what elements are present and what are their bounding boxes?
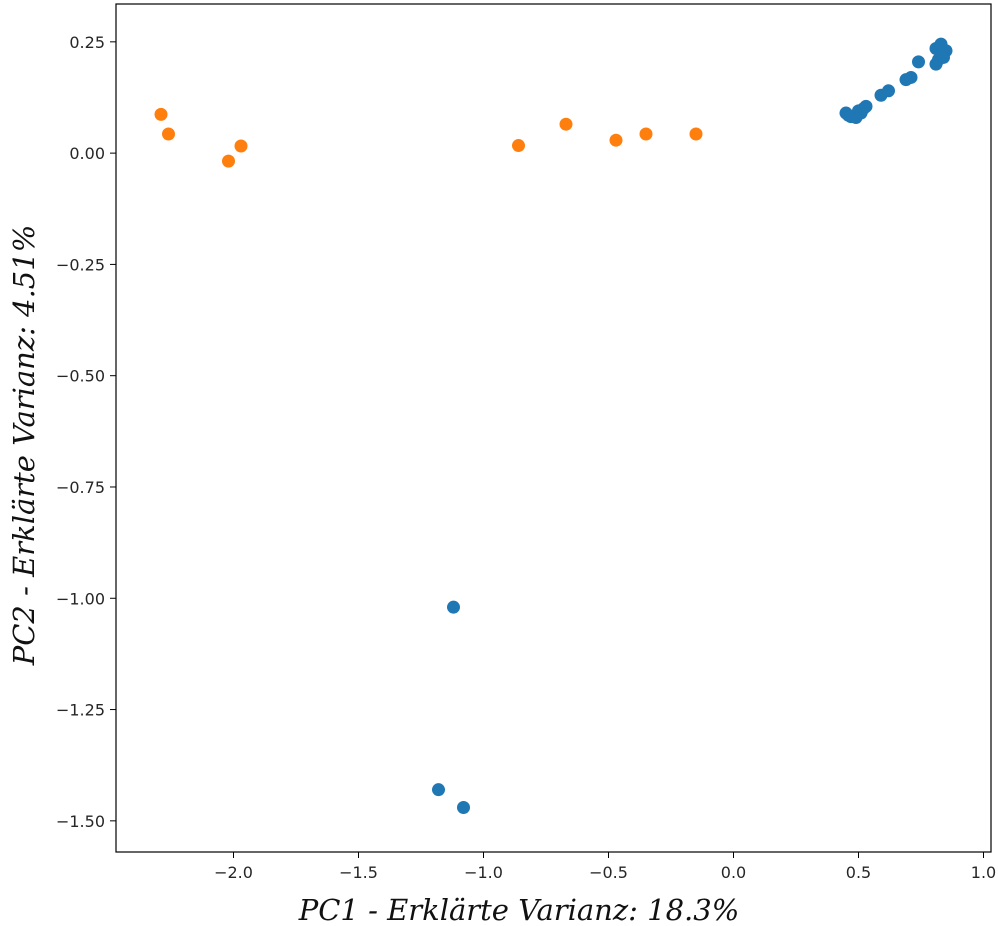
data-point [457, 800, 470, 814]
data-point [154, 107, 168, 121]
y-axis-title: PC2 - Erklärte Varianz: 4.51% [7, 225, 41, 667]
data-point [222, 154, 235, 168]
data-point [432, 783, 445, 797]
x-tick-label: 0.0 [721, 863, 746, 882]
x-tick-label: −1.0 [464, 863, 503, 882]
x-tick-label: −0.5 [589, 863, 628, 882]
y-tick-label: 0.00 [69, 144, 105, 163]
x-tick-label: 1.0 [971, 863, 996, 882]
data-point [912, 55, 925, 69]
x-tick-label: −2.0 [214, 863, 253, 882]
y-tick-label: −0.75 [56, 478, 105, 497]
y-tick-label: −1.25 [56, 701, 105, 720]
data-point [512, 139, 525, 153]
x-tick-label: 0.5 [846, 863, 871, 882]
y-tick-label: −1.50 [56, 812, 105, 831]
y-tick-label: 0.25 [69, 33, 105, 52]
data-point [937, 50, 950, 64]
data-point [234, 139, 248, 153]
data-point [859, 99, 873, 113]
data-point [882, 84, 895, 98]
data-points [154, 37, 953, 814]
y-tick-label: −0.25 [56, 255, 105, 274]
plot-area [115, 3, 992, 853]
axis-ticks: −2.0 −1.5 −1.0 −0.5 0.0 0.5 1.0 0.25 0.00 −0.25 −0… [56, 33, 996, 882]
y-tick-label: −1.00 [56, 589, 105, 608]
data-point [689, 127, 703, 141]
data-point [559, 117, 573, 131]
y-tick-label: −0.50 [56, 367, 105, 386]
x-tick-label: −1.5 [339, 863, 378, 882]
data-point [639, 127, 653, 141]
data-point [609, 133, 623, 147]
data-point [162, 127, 175, 141]
x-axis-title: PC1 - Erklärte Varianz: 18.3% [298, 893, 740, 926]
data-point [447, 600, 460, 614]
data-point [904, 70, 918, 84]
